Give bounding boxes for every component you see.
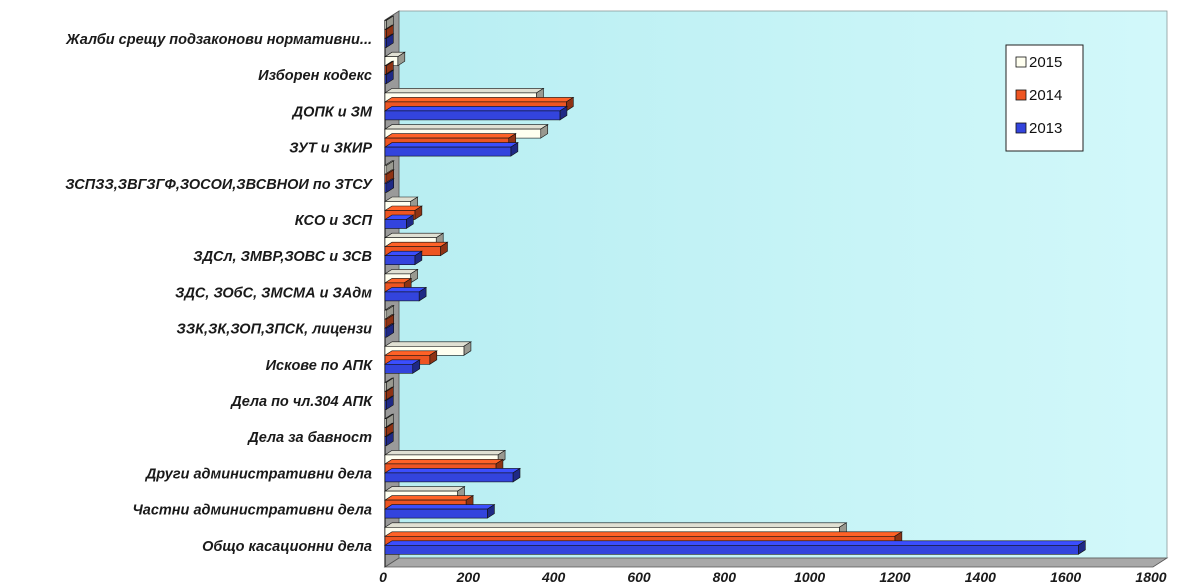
bar-2013-0 (383, 33, 395, 49)
category-labels: Жалби срещу подзаконови нормативни... Изб… (65, 32, 373, 555)
legend-swatch (1015, 89, 1027, 101)
category-label: Частни административни дела (133, 503, 372, 519)
legend-swatch (1015, 122, 1027, 134)
category-label: ДОПК и ЗМ (291, 104, 373, 120)
x-axis-ticks: 0 200 400 600 800 1000 1200 1400 1600 1800 (379, 569, 1167, 585)
legend-item-2014: 2014 (1015, 87, 1062, 104)
x-tick-label: 800 (713, 569, 737, 585)
bar-2013-5 (383, 214, 415, 230)
x-tick-label: 200 (456, 569, 481, 585)
x-tick-label: 1200 (879, 569, 910, 585)
category-label: ЗДСл, ЗМВР,ЗОВС и ЗСВ (193, 249, 372, 265)
category-label: ЗДС, ЗОбС, ЗМСМА и ЗАдм (175, 285, 372, 301)
bar-2013-8 (383, 323, 395, 338)
x-tick-label: 1600 (1050, 569, 1081, 585)
legend-item-2013: 2013 (1015, 120, 1062, 137)
bar-2013-12 (383, 467, 522, 483)
category-label: ЗЗК,ЗК,ЗОП,ЗПСК, лицензи (177, 322, 373, 338)
x-tick-label: 1000 (794, 569, 825, 585)
bar-2013-10 (383, 395, 395, 411)
bar-2013-1 (383, 69, 395, 85)
category-label: Изборен кодекс (258, 68, 372, 84)
bar-2013-11 (383, 431, 395, 447)
category-label: Жалби срещу подзаконови нормативни... (65, 32, 372, 48)
bar-2013-13 (383, 504, 496, 519)
legend: 2015 2014 2013 (1005, 44, 1084, 152)
category-label: Дела за бавност (246, 430, 372, 446)
category-label: ЗУТ и ЗКИР (289, 141, 372, 157)
x-tick-label: 1400 (965, 569, 996, 585)
bar-2015-1 (383, 51, 406, 67)
bar-2013-6 (383, 250, 423, 266)
category-label: Други административни дела (144, 466, 372, 482)
legend-label: 2013 (1029, 120, 1062, 137)
legend-label: 2015 (1029, 54, 1062, 71)
bar-2013-4 (383, 178, 395, 193)
bars-group (383, 15, 1087, 555)
legend-label: 2014 (1029, 87, 1062, 104)
legend-item-2015: 2015 (1015, 54, 1062, 71)
bar-2013-2 (383, 105, 568, 121)
legend-swatch (1015, 56, 1027, 68)
category-label: Общо касационни дела (202, 539, 372, 555)
category-label: ЗСПЗЗ,ЗВГЗГФ,ЗОСОИ,ЗВСВНОИ по ЗТСУ (65, 177, 373, 193)
category-label: Искове по АПК (266, 358, 373, 374)
x-tick-label: 0 (379, 569, 387, 585)
x-tick-label: 1800 (1135, 569, 1166, 585)
bar-2013-14 (383, 540, 1087, 555)
category-label: КСО и ЗСП (295, 213, 373, 229)
x-tick-label: 400 (541, 569, 566, 585)
category-label: Дела по чл.304 АПК (229, 394, 373, 410)
x-tick-label: 600 (627, 569, 651, 585)
bar-2013-7 (383, 286, 428, 302)
bar-2013-9 (383, 359, 421, 374)
floor (383, 557, 1169, 568)
bar-2013-3 (383, 142, 519, 157)
